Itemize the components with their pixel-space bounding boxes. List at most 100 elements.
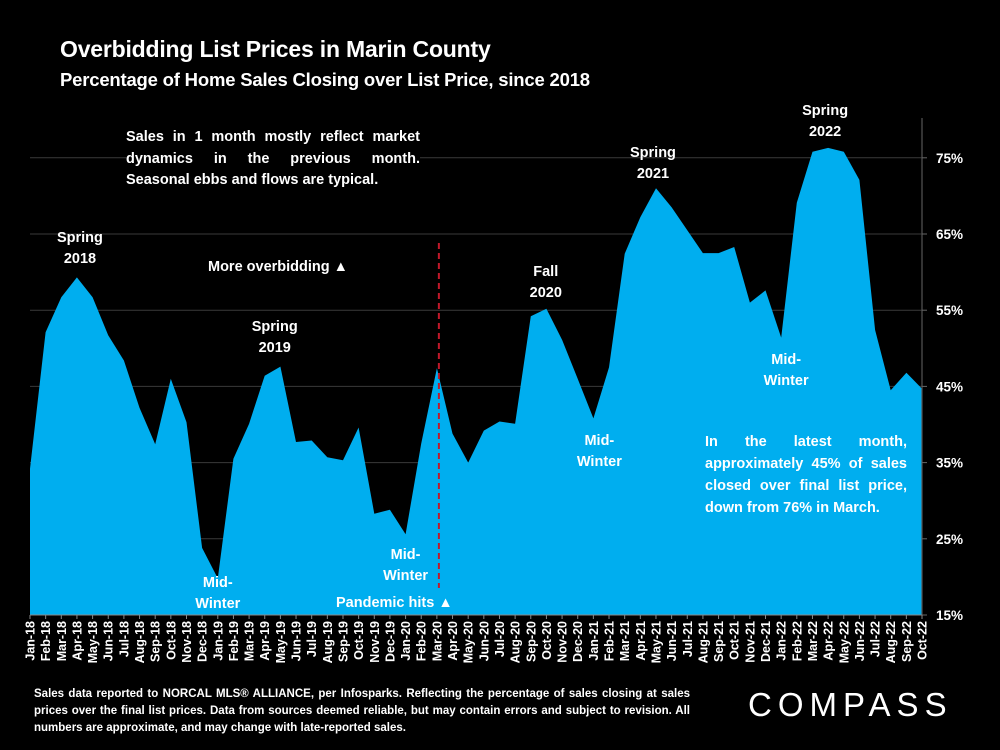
x-tick-label: Sep-18 <box>149 621 163 662</box>
annotation-line: Mid- <box>391 547 421 563</box>
x-tick-label: Sep-21 <box>712 621 726 662</box>
y-axis-ticks: 15% 25% 35% 45% 55% 65% 75% <box>922 151 963 623</box>
chart-subtitle: Percentage of Home Sales Closing over Li… <box>60 69 590 90</box>
y-tick-label: 15% <box>936 608 963 623</box>
x-tick-label: Jan-21 <box>587 621 601 661</box>
x-tick-label: Jul-22 <box>869 621 883 657</box>
annotation-season-peak: Spring 2019 <box>252 319 298 356</box>
footer-disclaimer: Sales data reported to NORCAL MLS® ALLIA… <box>34 688 690 734</box>
x-tick-label: Nov-18 <box>180 621 194 663</box>
annotation-mid-winter: Mid- Winter <box>383 547 428 584</box>
annotation-line: Spring <box>57 230 103 246</box>
x-tick-label: Oct-19 <box>352 621 366 660</box>
x-tick-label: Jan-22 <box>775 621 789 661</box>
x-tick-label: Apr-18 <box>70 621 84 661</box>
y-tick-label: 45% <box>936 379 963 394</box>
y-tick-label: 35% <box>936 456 963 471</box>
annotation-line: 2022 <box>809 124 841 140</box>
annotation-line: 2021 <box>637 166 669 182</box>
x-tick-label: Oct-20 <box>540 621 554 660</box>
x-tick-label: Jul-19 <box>305 621 319 657</box>
x-tick-label: Jun-20 <box>477 621 491 661</box>
x-tick-label: Aug-18 <box>133 621 147 663</box>
x-tick-label: Dec-19 <box>383 621 397 662</box>
x-tick-label: Jan-20 <box>399 621 413 661</box>
annotation-line: Mid- <box>771 352 801 368</box>
x-tick-label: Aug-22 <box>884 621 898 663</box>
note-latest-month: In the latest month, approximately 45% o… <box>705 434 907 516</box>
x-tick-label: Jan-19 <box>211 621 225 661</box>
x-tick-label: Mar-22 <box>806 621 820 661</box>
x-tick-label: May-18 <box>86 621 100 663</box>
annotation-line: Mid- <box>584 433 614 449</box>
annotation-line: Winter <box>195 596 240 612</box>
annotation-mid-winter: Mid- Winter <box>195 575 240 612</box>
y-tick-label: 65% <box>936 227 963 242</box>
y-tick-label: 25% <box>936 532 963 547</box>
x-tick-label: Nov-20 <box>556 621 570 663</box>
x-tick-label: Feb-19 <box>227 621 241 661</box>
x-tick-label: Jul-20 <box>493 621 507 657</box>
annotation-line: Spring <box>252 319 298 335</box>
annotation-line: Spring <box>630 145 676 161</box>
annotation-line: Spring <box>802 103 848 119</box>
annotation-mid-winter: Mid- Winter <box>764 352 809 389</box>
annotations: Spring 2018 Mid- Winter Spring 2019 Mid- Winter… <box>57 103 848 612</box>
y-tick-label: 55% <box>936 303 963 318</box>
x-tick-label: May-21 <box>649 621 663 663</box>
x-tick-label: Oct-21 <box>728 621 742 660</box>
annotation-line: Fall <box>533 264 558 280</box>
x-tick-label: Apr-21 <box>634 621 648 661</box>
x-tick-label: Apr-20 <box>446 621 460 661</box>
compass-logo: COMPASS <box>748 686 953 723</box>
annotation-line: 2019 <box>259 340 291 356</box>
area-series <box>30 147 922 615</box>
x-tick-label: Aug-19 <box>321 621 335 663</box>
x-tick-label: Jun-18 <box>102 621 116 661</box>
x-tick-label: Dec-18 <box>196 621 210 662</box>
x-tick-label: Mar-18 <box>55 621 69 661</box>
x-tick-label: Dec-20 <box>571 621 585 662</box>
annotation-line: Winter <box>577 454 622 470</box>
x-tick-label: May-20 <box>462 621 476 663</box>
x-tick-label: Jul-21 <box>681 621 695 657</box>
x-tick-label: Jan-18 <box>24 621 38 661</box>
x-tick-label: Aug-20 <box>509 621 523 663</box>
x-tick-label: Feb-22 <box>790 621 804 661</box>
x-tick-label: Mar-19 <box>243 621 257 661</box>
x-tick-label: Aug-21 <box>696 621 710 663</box>
x-tick-label: Feb-18 <box>39 621 53 661</box>
x-tick-label: Jul-18 <box>117 621 131 657</box>
note-more-overbidding: More overbidding ▲ <box>206 257 351 279</box>
annotation-season-peak: Spring 2021 <box>630 145 676 182</box>
x-tick-label: Sep-20 <box>524 621 538 662</box>
chart-title: Overbidding List Prices in Marin County <box>60 36 491 62</box>
x-tick-label: Apr-19 <box>258 621 272 661</box>
x-tick-label: Oct-22 <box>916 621 930 660</box>
x-tick-label: Sep-22 <box>900 621 914 662</box>
x-tick-label: May-19 <box>274 621 288 663</box>
axes <box>30 118 923 616</box>
x-tick-label: Jun-21 <box>665 621 679 661</box>
x-tick-label: Feb-21 <box>603 621 617 661</box>
x-tick-label: Jun-22 <box>853 621 867 661</box>
x-tick-label: Oct-18 <box>164 621 178 660</box>
x-tick-label: Nov-19 <box>368 621 382 663</box>
annotation-line: 2020 <box>530 285 562 301</box>
note-seasonal: Sales in 1 month mostly reflect market d… <box>126 127 420 192</box>
x-tick-label: May-22 <box>837 621 851 663</box>
annotation-line: Mid- <box>203 575 233 591</box>
annotation-season-peak: Fall 2020 <box>530 264 562 301</box>
x-tick-label: Mar-20 <box>430 621 444 661</box>
annotation-line: Winter <box>383 568 428 584</box>
x-tick-label: Dec-21 <box>759 621 773 662</box>
x-tick-label: Feb-20 <box>415 621 429 661</box>
x-tick-label: Mar-21 <box>618 621 632 661</box>
note-pandemic-hits: Pandemic hits ▲ <box>336 595 453 611</box>
annotation-season-peak: Spring 2018 <box>57 230 103 267</box>
annotation-line: Winter <box>764 373 809 389</box>
annotation-line: 2018 <box>64 251 96 267</box>
x-tick-label: Nov-21 <box>743 621 757 663</box>
x-tick-label: Jun-19 <box>290 621 304 661</box>
